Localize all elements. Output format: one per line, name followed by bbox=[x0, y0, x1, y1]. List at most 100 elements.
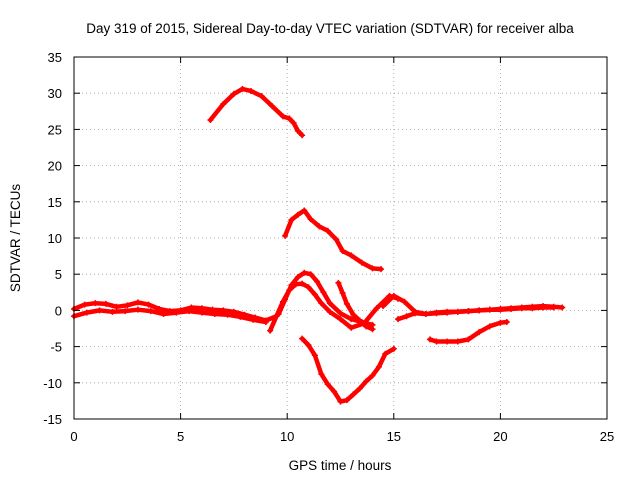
data-point bbox=[286, 115, 293, 122]
data-point bbox=[311, 352, 318, 359]
data-point bbox=[382, 350, 389, 357]
series-arc-late-negative bbox=[427, 318, 510, 345]
y-tick-label: 35 bbox=[48, 50, 62, 65]
grid bbox=[74, 57, 607, 419]
data-point bbox=[324, 381, 331, 388]
data-point bbox=[305, 284, 312, 291]
data-point bbox=[318, 300, 325, 307]
data-point bbox=[427, 336, 434, 343]
data-point bbox=[403, 313, 410, 320]
x-tick-label: 20 bbox=[493, 429, 507, 444]
y-tick-label: -5 bbox=[50, 340, 62, 355]
data-point bbox=[422, 311, 429, 318]
y-tick-labels: -15 -10 -5 0 5 10 15 20 25 30 35 bbox=[43, 50, 62, 427]
data-point bbox=[326, 300, 333, 307]
data-point bbox=[358, 259, 365, 266]
data-point bbox=[476, 307, 483, 314]
data-point bbox=[465, 336, 472, 343]
data-point bbox=[497, 319, 504, 326]
y-tick-label: 10 bbox=[48, 231, 62, 246]
data-point bbox=[380, 303, 387, 310]
data-point bbox=[540, 304, 547, 311]
data-point bbox=[378, 266, 385, 273]
series-line bbox=[299, 336, 397, 404]
x-tick-label: 15 bbox=[387, 429, 401, 444]
data-point bbox=[350, 311, 357, 318]
x-tick-label: 5 bbox=[177, 429, 184, 444]
data-point bbox=[508, 305, 515, 312]
data-point bbox=[282, 232, 289, 239]
data-point bbox=[250, 316, 257, 323]
data-point bbox=[363, 323, 370, 330]
data-point bbox=[335, 279, 342, 286]
data-point bbox=[186, 308, 193, 315]
data-point bbox=[299, 132, 306, 139]
data-point bbox=[307, 271, 314, 278]
data-point bbox=[454, 338, 461, 345]
data-point bbox=[92, 300, 99, 307]
data-point bbox=[109, 308, 116, 315]
data-point bbox=[339, 248, 346, 255]
data-point bbox=[373, 305, 380, 312]
data-point bbox=[444, 338, 451, 345]
data-point bbox=[286, 287, 293, 294]
data-point bbox=[324, 227, 331, 234]
data-point bbox=[486, 306, 493, 313]
data-point bbox=[83, 309, 90, 316]
x-tick-label: 0 bbox=[70, 429, 77, 444]
data-point bbox=[318, 371, 325, 378]
data-point bbox=[348, 316, 355, 323]
data-point bbox=[258, 93, 265, 100]
data-point bbox=[320, 289, 327, 296]
data-point bbox=[307, 216, 314, 223]
data-point bbox=[299, 280, 306, 287]
data-point bbox=[503, 318, 510, 325]
data-point bbox=[390, 345, 397, 352]
y-tick-label: 30 bbox=[48, 86, 62, 101]
series-line bbox=[208, 86, 305, 138]
data-point bbox=[122, 308, 129, 315]
data-point bbox=[269, 103, 276, 110]
data-point bbox=[343, 397, 350, 404]
plot-frame bbox=[73, 56, 608, 420]
data-point bbox=[333, 236, 340, 243]
series-line bbox=[71, 307, 269, 325]
data-point bbox=[81, 301, 88, 308]
data-point bbox=[369, 265, 376, 272]
data-point bbox=[356, 385, 363, 392]
data-point bbox=[356, 317, 363, 324]
series-baseline-early-low bbox=[71, 306, 269, 325]
data-point bbox=[337, 310, 344, 317]
data-point bbox=[433, 338, 440, 345]
data-point bbox=[550, 304, 557, 311]
data-point bbox=[401, 298, 408, 305]
data-point bbox=[198, 309, 205, 316]
data-point bbox=[390, 292, 397, 299]
x-axis-label: GPS time / hours bbox=[289, 458, 392, 473]
axis-ticks bbox=[73, 56, 608, 420]
y-tick-label: 5 bbox=[55, 267, 62, 282]
data-point bbox=[369, 326, 376, 333]
chart-title: Day 319 of 2015, Sidereal Day-to-day VTE… bbox=[86, 21, 574, 36]
data-point bbox=[316, 223, 323, 230]
data-point bbox=[160, 311, 167, 318]
x-tick-labels: 0 5 10 15 20 25 bbox=[70, 429, 614, 444]
x-tick-label: 10 bbox=[280, 429, 294, 444]
y-tick-label: 25 bbox=[48, 122, 62, 137]
data-point bbox=[518, 305, 525, 312]
data-point bbox=[134, 299, 141, 306]
data-point bbox=[363, 378, 370, 385]
data-point bbox=[124, 302, 131, 309]
series-arc-mid-high bbox=[282, 207, 385, 273]
data-point bbox=[454, 308, 461, 315]
data-point bbox=[311, 291, 318, 298]
data-point bbox=[529, 305, 536, 312]
data-point bbox=[559, 304, 566, 311]
data-point bbox=[348, 324, 355, 331]
data-point bbox=[279, 298, 286, 305]
data-point bbox=[134, 306, 141, 313]
data-point bbox=[262, 318, 269, 325]
data-point bbox=[350, 391, 357, 398]
data-point bbox=[267, 327, 274, 334]
